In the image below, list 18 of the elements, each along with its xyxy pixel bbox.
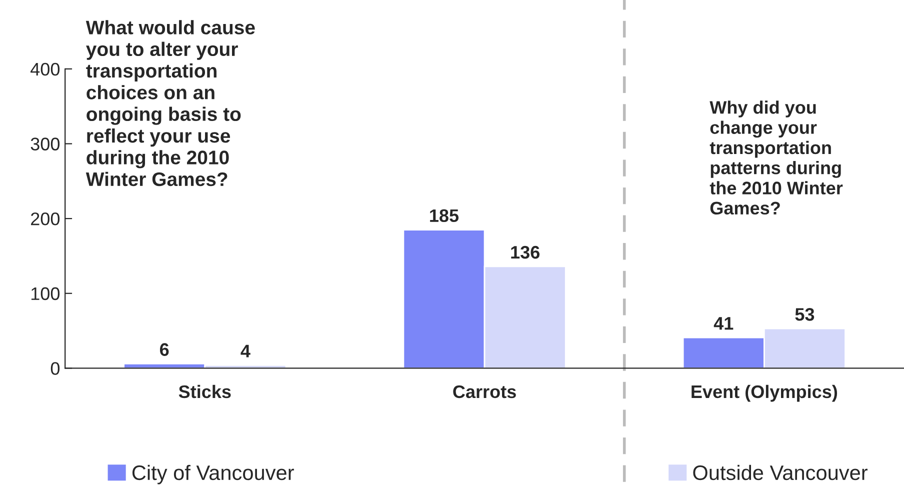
y-tick-label: 100 [31,287,60,300]
annotation: Why did you change your transportation patterns during the 2010 Winter Games? [710,100,843,215]
y-tick-label: 0 [50,362,60,375]
legend-label: Outside Vancouver [693,464,868,480]
data-label: 4 [240,344,250,358]
data-label: 41 [714,317,734,330]
data-label: 185 [430,209,459,222]
y-tick-label: 400 [30,62,60,76]
x-tick-label: Carrots [453,385,516,398]
legend-label: City of Vancouver [132,464,294,484]
data-label: 6 [160,343,169,356]
annotation: What would cause you to alter your transportation choices on an ongoing basis to reflect your use during the 2010 Winter Games? [86,20,255,186]
data-label: 136 [511,246,540,259]
y-tick-label: 300 [30,138,60,150]
y-tick-label: 200 [31,212,60,226]
data-label: 53 [795,308,814,321]
x-tick-label: Event (Olympics) [692,384,838,402]
x-tick-label: Sticks [178,384,231,398]
